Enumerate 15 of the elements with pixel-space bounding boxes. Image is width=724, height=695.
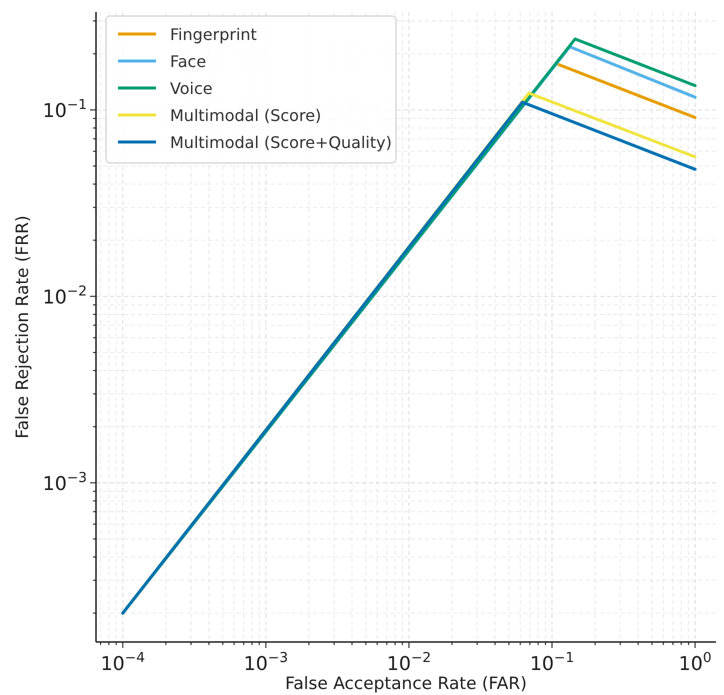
legend-label: Multimodal (Score+Quality) [170, 133, 392, 152]
legend-label: Voice [170, 79, 213, 98]
x-tick-label: 10$^{0}$ [678, 650, 712, 675]
legend-label: Fingerprint [170, 25, 257, 44]
x-tick-label: 10$^{−2}$ [386, 650, 432, 675]
y-tick-label: 10$^{−1}$ [42, 96, 87, 122]
y-tick-label: 10$^{−3}$ [42, 470, 87, 495]
legend-label: Face [170, 52, 206, 71]
x-tick-label: 10$^{−1}$ [530, 650, 574, 675]
legend-label: Multimodal (Score) [170, 106, 322, 125]
y-axis-title: False Rejection Rate (FRR) [13, 215, 33, 439]
x-tick-label: 10$^{−4}$ [100, 650, 145, 675]
x-tick-label: 10$^{−3}$ [244, 650, 288, 675]
y-tick-label: 10$^{−2}$ [42, 283, 87, 308]
x-axis-title: False Acceptance Rate (FAR) [285, 674, 527, 694]
